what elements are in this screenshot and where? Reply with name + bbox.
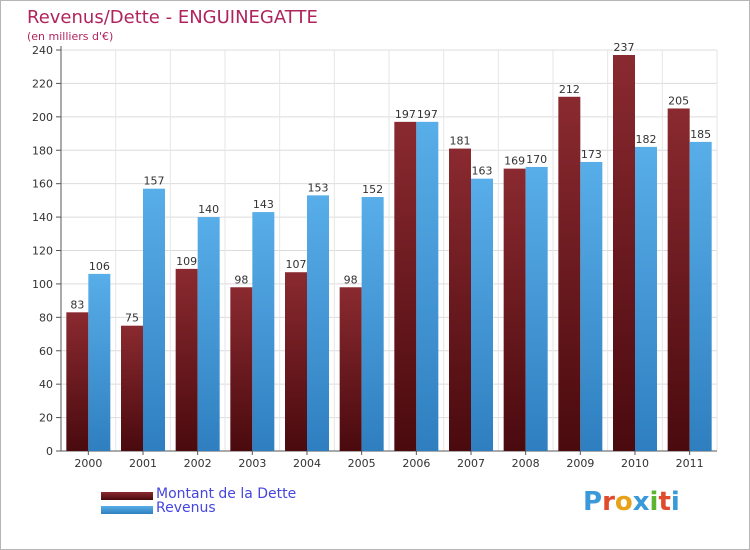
data-label-revenus: 163 — [472, 165, 493, 178]
legend-label-dette: Montant de la Dette — [156, 486, 297, 502]
bar-dette — [613, 55, 635, 451]
x-tick-label: 2001 — [129, 457, 157, 470]
bar-dette — [121, 325, 143, 451]
y-tick-label: 80 — [39, 311, 53, 324]
data-label-revenus: 143 — [253, 198, 274, 211]
bar-dette — [285, 272, 307, 451]
data-label-revenus: 185 — [690, 128, 711, 141]
bar-revenus — [580, 161, 603, 451]
proxiti-logo: Proxiti — [583, 487, 680, 517]
x-tick-label: 2010 — [621, 457, 649, 470]
y-tick-label: 0 — [46, 445, 53, 458]
bar-revenus — [143, 188, 165, 451]
logo-letter: t — [658, 487, 671, 517]
data-label-dette: 83 — [70, 298, 84, 311]
y-tick-label: 140 — [32, 211, 53, 224]
y-tick-label: 180 — [32, 144, 53, 157]
x-tick-label: 2000 — [74, 457, 102, 470]
y-tick-label: 120 — [32, 245, 53, 258]
logo-letter: x — [632, 487, 650, 517]
bar-revenus — [197, 217, 220, 451]
grid-layer — [60, 49, 718, 452]
y-tick-label: 240 — [32, 44, 53, 57]
logo-letter: i — [649, 487, 659, 517]
data-label-dette: 75 — [125, 312, 139, 325]
bar-dette — [175, 268, 198, 451]
bar-revenus — [635, 146, 657, 452]
data-label-revenus: 140 — [198, 203, 219, 216]
y-tick-label: 20 — [39, 412, 53, 425]
logo-letter: r — [602, 487, 615, 517]
data-label-dette: 98 — [344, 273, 358, 286]
data-label-dette: 212 — [559, 83, 580, 96]
x-tick-label: 2008 — [512, 457, 540, 470]
data-label-dette: 169 — [504, 155, 525, 168]
bar-revenus — [471, 178, 493, 451]
bar-dette — [558, 96, 581, 452]
data-label-revenus: 153 — [308, 181, 329, 194]
legend-swatch-revenus — [101, 506, 153, 514]
bar-dette — [230, 287, 253, 451]
label-layer: 83 106 75 157 109 140 98 143 107 153 98 152 197 197 18… — [70, 41, 711, 325]
logo-letter: P — [583, 487, 603, 517]
data-label-dette: 197 — [395, 108, 416, 121]
data-label-revenus: 157 — [144, 175, 165, 188]
bar-revenus — [252, 212, 275, 451]
chart-subtitle: (en milliers d'€) — [27, 30, 114, 43]
data-label-revenus: 182 — [636, 133, 657, 146]
x-tick-label: 2007 — [457, 457, 485, 470]
legend-label-revenus: Revenus — [156, 500, 216, 516]
data-label-revenus: 197 — [417, 108, 438, 121]
data-label-dette: 205 — [668, 94, 689, 107]
bar-revenus — [88, 273, 111, 451]
bar-dette — [503, 168, 526, 452]
data-label-revenus: 152 — [362, 183, 383, 196]
logo-letter: o — [614, 487, 633, 517]
data-label-dette: 109 — [176, 255, 197, 268]
chart-title: Revenus/Dette - ENGUINEGATTE — [27, 7, 318, 28]
bar-layer — [66, 55, 712, 452]
y-tick-label: 200 — [32, 111, 53, 124]
x-tick-label: 2002 — [184, 457, 212, 470]
data-label-revenus: 106 — [89, 260, 110, 273]
x-tick-label: 2005 — [348, 457, 376, 470]
bar-dette — [394, 121, 417, 452]
bar-revenus — [361, 197, 384, 451]
bar-dette — [339, 287, 362, 451]
data-label-revenus: 170 — [526, 153, 547, 166]
axis-layer: 0 20 40 60 80 100 120 140 160 180 200 220 240 2000 200… — [32, 44, 717, 470]
bar-revenus — [525, 166, 548, 452]
legend-swatch-dette — [101, 492, 153, 500]
x-tick-label: 2011 — [676, 457, 704, 470]
data-label-dette: 181 — [450, 135, 471, 148]
bar-revenus — [416, 121, 439, 452]
bar-revenus — [689, 141, 712, 452]
y-tick-label: 160 — [32, 178, 53, 191]
data-label-dette: 237 — [614, 41, 635, 54]
x-tick-label: 2006 — [402, 457, 430, 470]
y-tick-label: 100 — [32, 278, 53, 291]
data-label-dette: 98 — [234, 273, 248, 286]
x-tick-label: 2009 — [566, 457, 594, 470]
data-label-dette: 107 — [286, 258, 307, 271]
bar-dette — [667, 108, 690, 452]
bar-revenus — [307, 195, 329, 451]
logo-letter: i — [670, 487, 680, 517]
y-tick-label: 40 — [39, 378, 53, 391]
data-label-revenus: 173 — [581, 148, 602, 161]
bar-dette — [66, 312, 89, 451]
x-tick-label: 2004 — [293, 457, 321, 470]
x-tick-label: 2003 — [238, 457, 266, 470]
y-tick-label: 220 — [32, 77, 53, 90]
bar-dette — [449, 148, 471, 451]
y-tick-label: 60 — [39, 345, 53, 358]
